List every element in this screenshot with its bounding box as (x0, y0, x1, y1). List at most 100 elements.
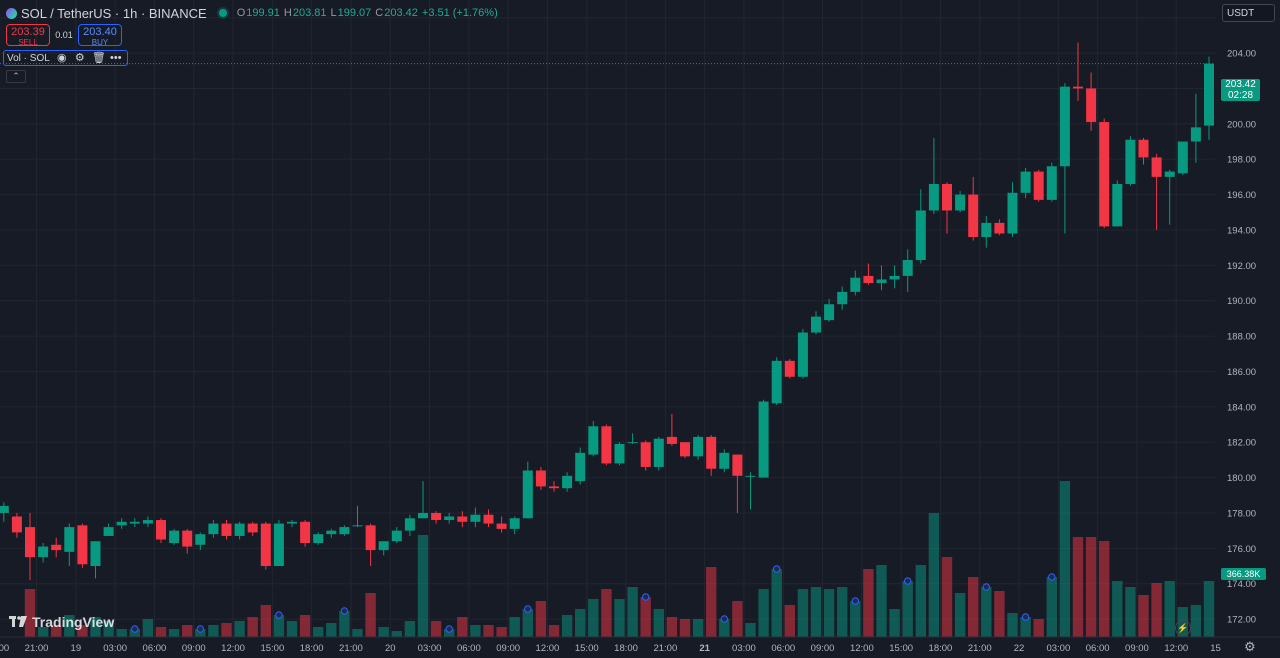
time-tick-label: 06:00 (771, 643, 795, 654)
price-tick-label: 184.00 (1227, 402, 1256, 413)
candle-body (365, 525, 376, 551)
time-tick-label: 15:00 (575, 643, 599, 654)
price-tick-label: 174.00 (1227, 579, 1256, 590)
trash-icon[interactable]: 🗑 (91, 52, 106, 64)
volume-bar (221, 623, 232, 637)
time-tick-label: 19 (71, 643, 82, 654)
eye-icon[interactable]: ◉ (57, 52, 67, 64)
volume-event-marker (982, 583, 990, 591)
candle-body (928, 183, 939, 211)
volume-event-marker (196, 625, 205, 633)
candle-body (784, 360, 795, 377)
time-tick-label: 06:00 (457, 643, 481, 654)
candle-body (300, 521, 311, 544)
candle-body (640, 442, 651, 467)
solana-logo-icon (6, 7, 17, 19)
candle-body (142, 520, 153, 524)
candle-body (889, 275, 900, 280)
volume-value-label: 366.38K (1221, 568, 1266, 580)
candle-body (496, 523, 507, 529)
volume-bar (470, 625, 481, 637)
candle-body (1046, 166, 1057, 200)
price-tick-label: 182.00 (1227, 438, 1256, 449)
volume-event-marker (904, 577, 912, 585)
volume-bar (837, 587, 848, 637)
volume-bar (1033, 619, 1044, 637)
volume-bar (745, 623, 756, 637)
candle-body (680, 442, 690, 457)
price-tick-label: 172.00 (1227, 615, 1256, 626)
candle-body (1112, 183, 1123, 227)
candle-body (391, 530, 402, 542)
candle-body (234, 523, 245, 536)
volume-bar (614, 599, 625, 637)
buy-price: 203.40 (83, 26, 117, 38)
volume-bar (968, 577, 979, 637)
gear-icon[interactable]: ⚙ (1244, 639, 1256, 654)
volume-bar (941, 557, 953, 637)
lightning-icon[interactable]: ⚡ (1175, 620, 1191, 636)
symbol-title[interactable]: SOL / TetherUS · 1h · BINANCE (21, 5, 207, 21)
volume-bar (784, 605, 795, 637)
candle-body (509, 518, 520, 529)
volume-bar (1203, 581, 1215, 637)
volume-indicator-legend[interactable]: Vol · SOL ◉ ⚙ 🗑 ••• (3, 50, 128, 66)
volume-bar (24, 589, 36, 637)
price-tick-label: 192.00 (1227, 261, 1256, 272)
volume-bar (640, 597, 651, 637)
volume-event-marker (1048, 573, 1056, 581)
volume-bar (168, 629, 180, 637)
volume-bar (339, 611, 350, 637)
volume-event-markers (131, 565, 1056, 633)
candle-body (38, 546, 49, 558)
candle-body (273, 523, 284, 567)
candle-body (352, 525, 363, 527)
candle-body (1073, 86, 1083, 89)
candle-body (483, 514, 494, 524)
time-tick-label: 18:00 (929, 643, 953, 654)
settings-icon[interactable]: ⚙ (74, 52, 85, 64)
time-tick-label: 21:00 (968, 643, 992, 654)
volume-bar (928, 513, 940, 637)
price-tick-label: 194.00 (1227, 225, 1256, 236)
currency-selector[interactable]: USDT (1222, 4, 1275, 22)
volume-bar (653, 609, 664, 637)
open-label: O (236, 7, 246, 19)
volume-indicator-label: Vol · SOL (7, 52, 50, 64)
time-tick-label: 20 (385, 643, 396, 654)
volume-bar (391, 631, 402, 637)
volume-bar (417, 535, 429, 637)
collapse-legend-chevron-up-icon[interactable]: ⌃ (6, 70, 26, 83)
volume-bar (352, 629, 363, 637)
candle-body (1151, 157, 1162, 177)
time-tick-label: 21:00 (25, 643, 49, 654)
candle-body (693, 436, 704, 457)
volume-bar (876, 565, 887, 637)
more-icon[interactable]: ••• (110, 52, 122, 64)
volume-bar (823, 589, 835, 637)
time-tick-label: 06:00 (143, 643, 167, 654)
time-tick-label: 15 (1210, 643, 1221, 654)
bar-countdown: 02:28 (1227, 90, 1254, 101)
time-tick-label: 22 (1014, 643, 1025, 654)
volume-bar (1151, 583, 1162, 637)
volume-bar (496, 627, 507, 637)
volume-bar (889, 609, 900, 637)
buy-button[interactable]: 203.40 BUY (78, 24, 122, 47)
open-value: 199.91 (246, 7, 280, 19)
volume-bar (548, 625, 560, 637)
volume-event-marker (773, 565, 781, 573)
price-tick-label: 180.00 (1227, 473, 1256, 484)
volume-bar (51, 625, 62, 637)
volume-bar (64, 615, 75, 637)
sell-button[interactable]: 203.39 SELL (6, 24, 50, 47)
volume-bar (1125, 587, 1136, 637)
candle-body (1204, 63, 1214, 126)
time-tick-label: 18:00 (614, 643, 638, 654)
candle-body (522, 470, 533, 519)
low-label: L (330, 7, 337, 19)
candle-body (1138, 139, 1149, 158)
last-price-label: 203.42 02:28 (1221, 79, 1260, 101)
time-tick-label: 15:00 (260, 643, 284, 654)
